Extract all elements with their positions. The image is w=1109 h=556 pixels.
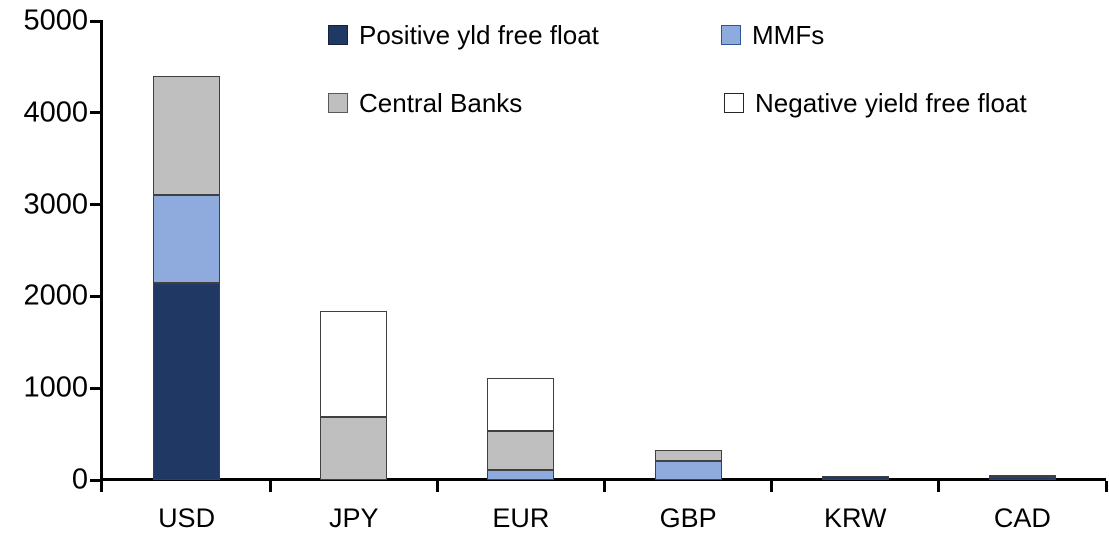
legend-item-central-banks: Central Banks [328, 84, 522, 122]
bar-segment-jpy-negative-yield-free-float [320, 311, 388, 417]
x-tick [770, 481, 774, 492]
y-tick-label: 0 [71, 463, 88, 496]
y-tick [90, 111, 103, 115]
bar-segment-usd-central-banks [153, 76, 221, 196]
bar-segment-cad-positive-yld-free-float [988, 476, 1056, 480]
bar-segment-usd-mmfs [153, 195, 221, 283]
y-tick [90, 386, 103, 390]
x-category-label: CAD [993, 503, 1051, 533]
x-category-label: GBP [659, 503, 717, 533]
y-tick [90, 19, 103, 23]
bar-segment-eur-mmfs [487, 470, 555, 480]
legend-label: Central Banks [359, 88, 523, 118]
bar-segment-usd-positive-yld-free-float [153, 282, 221, 480]
bar-segment-eur-central-banks [487, 431, 555, 471]
bar-segment-cad-central-banks [988, 474, 1056, 477]
x-tick [1104, 481, 1108, 492]
legend-color-swatch-icon [724, 93, 744, 113]
x-axis-line [100, 478, 1106, 481]
legend-label: Positive yld free float [359, 20, 599, 50]
bar-segment-krw-positive-yld-free-float [821, 476, 889, 480]
legend-item-negative-yield-free-float: Negative yield free float [724, 84, 1027, 122]
legend-label: MMFs [752, 20, 825, 50]
y-tick-label: 3000 [23, 188, 88, 221]
y-tick [90, 294, 103, 298]
bar-segment-gbp-mmfs [654, 460, 722, 480]
y-tick-label: 5000 [23, 4, 88, 37]
x-tick [268, 481, 272, 492]
bar-segment-gbp-central-banks [654, 450, 722, 461]
legend-item-positive-yld-free-float: Positive yld free float [328, 16, 599, 54]
y-tick [90, 203, 103, 207]
bar-segment-eur-negative-yield-free-float [487, 378, 555, 432]
x-tick [435, 481, 439, 492]
y-tick-label: 1000 [23, 371, 88, 404]
y-tick [90, 478, 103, 482]
x-category-label: JPY [328, 503, 379, 533]
legend-color-swatch-icon [721, 25, 741, 45]
legend-color-swatch-icon [328, 93, 348, 113]
plot-area [103, 21, 1106, 480]
x-category-label: USD [158, 503, 216, 533]
x-category-label: EUR [492, 503, 550, 533]
y-tick-label: 4000 [23, 96, 88, 129]
chart-legend: Positive yld free float MMFs Central Banks… [0, 0, 1109, 130]
legend-item-mmfs: MMFs [721, 16, 824, 54]
bar-segment-jpy-central-banks [320, 416, 388, 480]
y-tick-label: 2000 [23, 279, 88, 312]
legend-color-swatch-icon [328, 25, 348, 45]
x-tick [603, 481, 606, 492]
y-axis-line [100, 21, 103, 492]
x-tick [937, 481, 941, 492]
legend-label: Negative yield free float [755, 88, 1027, 118]
x-category-label: KRW [823, 503, 887, 533]
